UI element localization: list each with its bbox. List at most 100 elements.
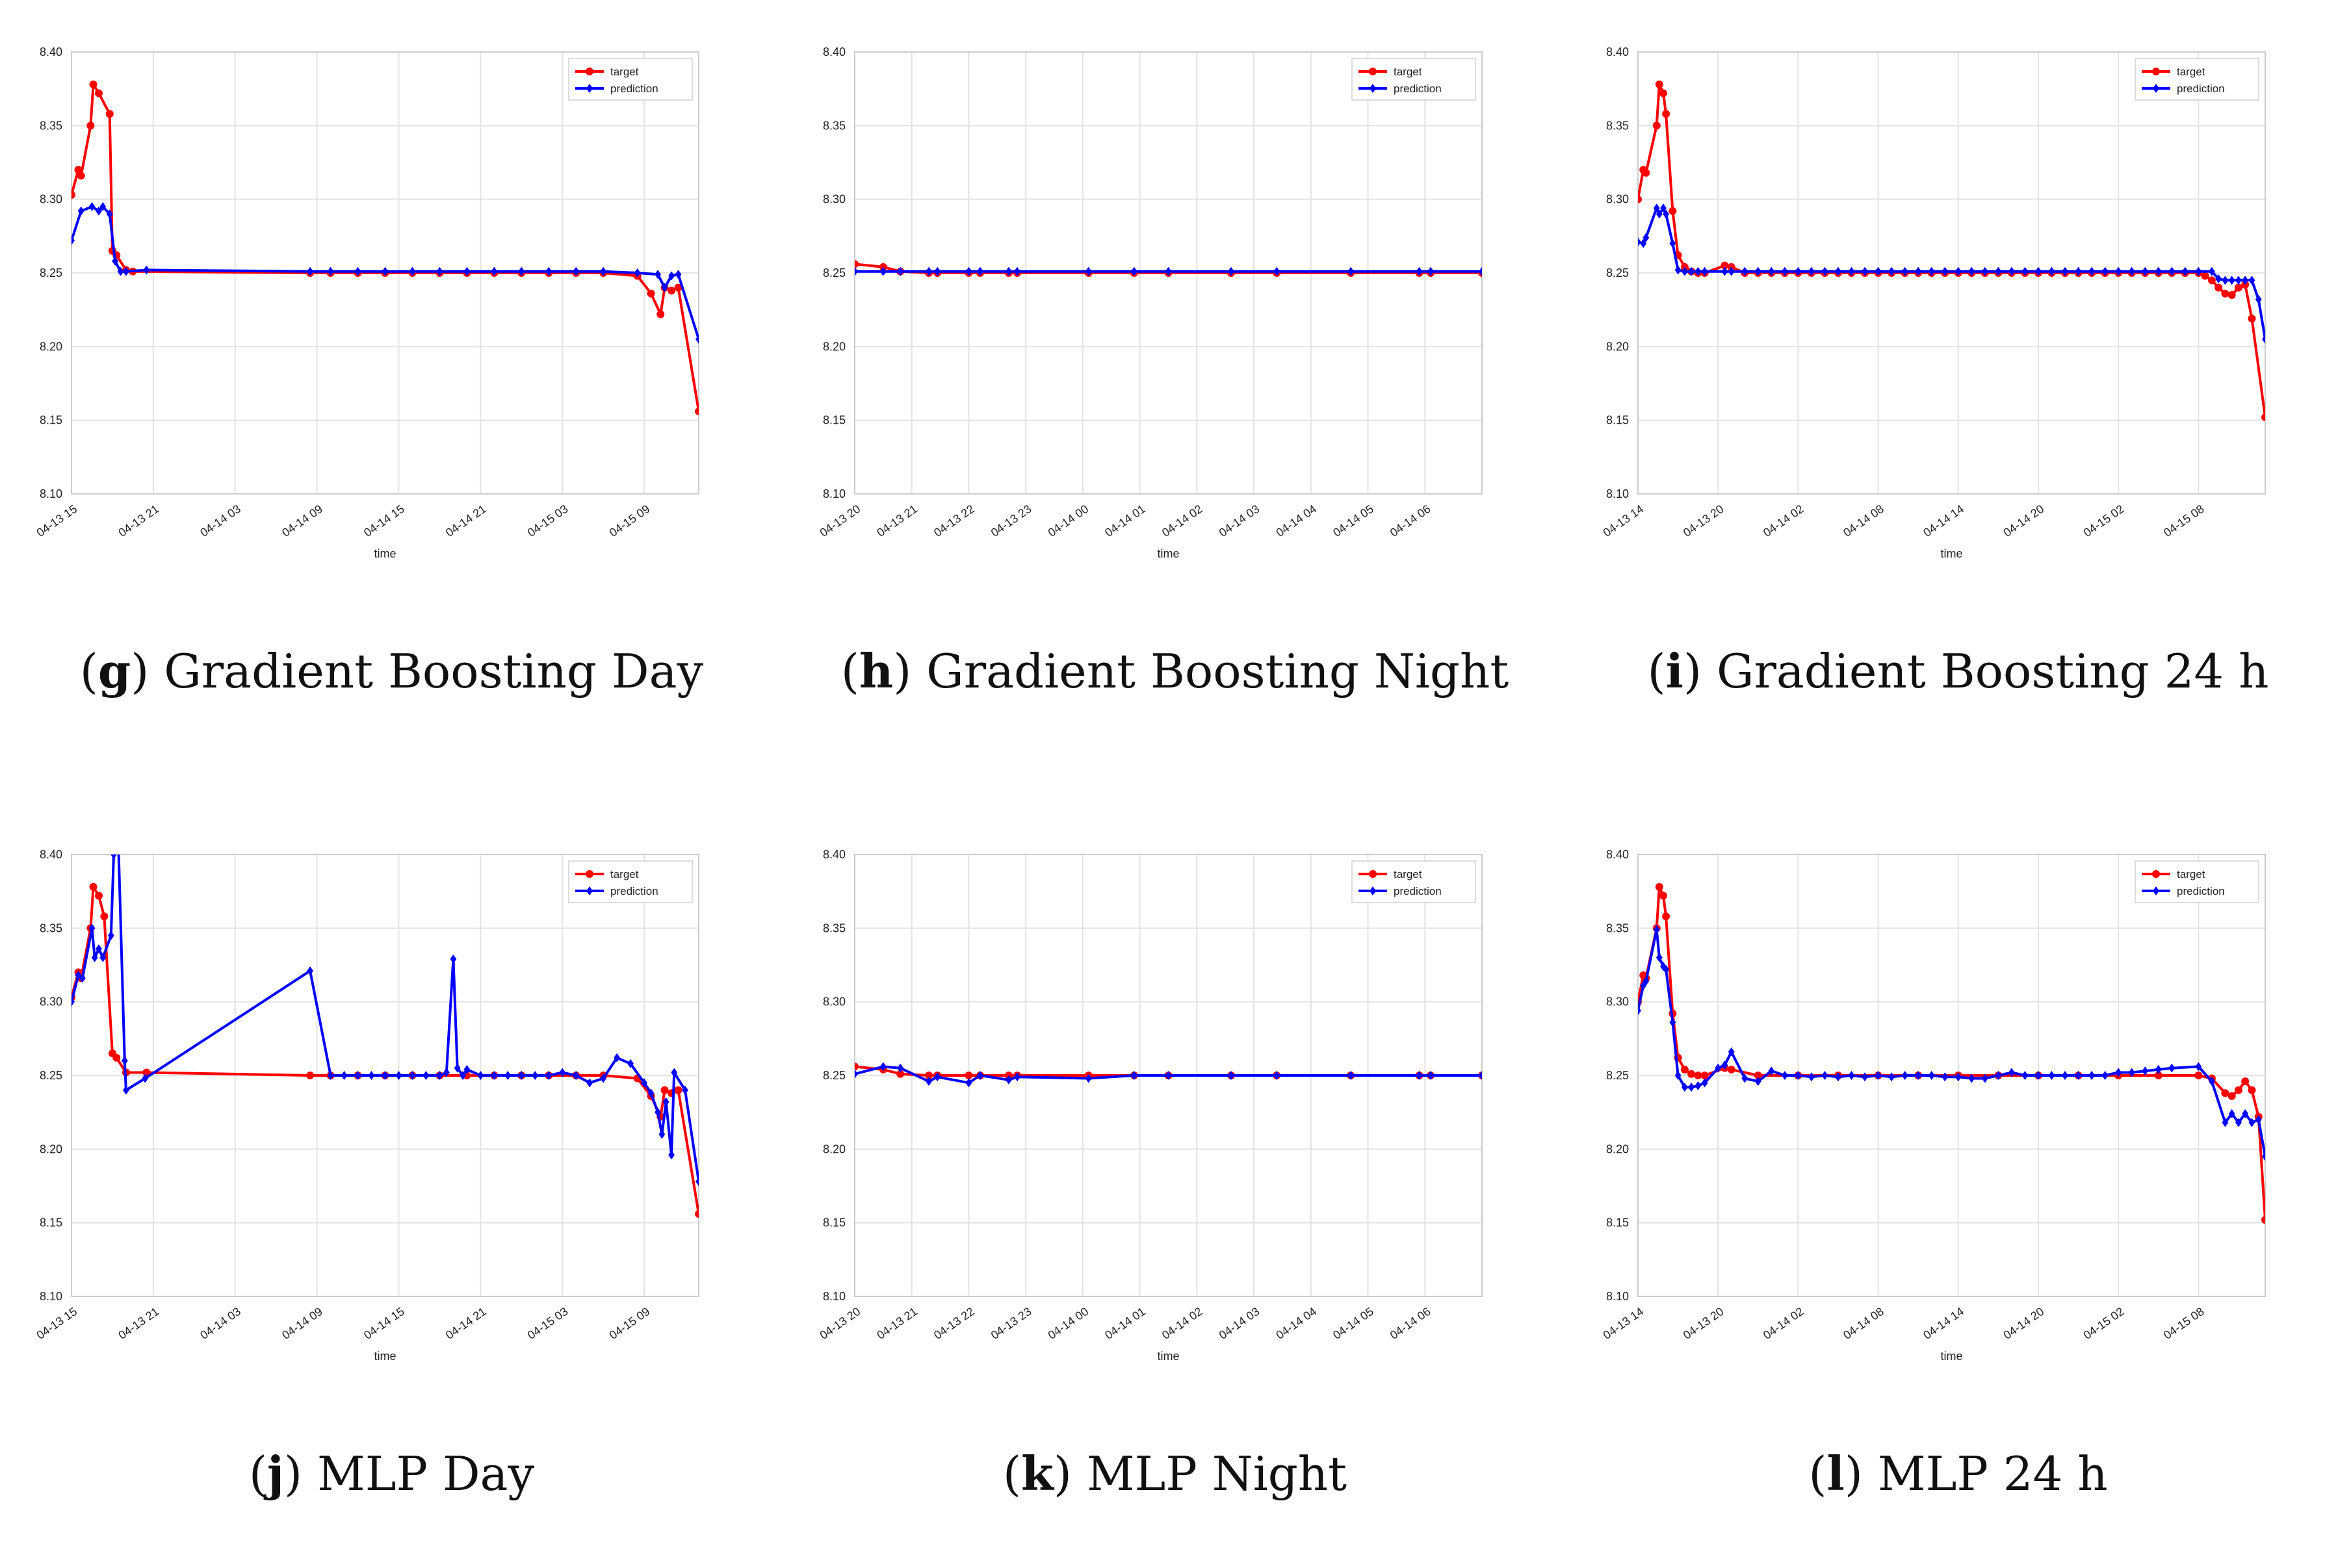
- x-tick-label: 04-13 21: [874, 1305, 920, 1342]
- data-point-prediction: [1165, 1071, 1172, 1080]
- plot-area: [855, 1062, 1482, 1088]
- x-tick-label: 04-14 06: [1388, 1305, 1433, 1342]
- data-point-prediction: [382, 1071, 389, 1080]
- data-point-target: [2221, 1089, 2229, 1098]
- y-tick-label: 8.15: [1606, 414, 1629, 427]
- data-point-prediction: [2008, 266, 2015, 276]
- x-tick-label: 04-13 21: [116, 502, 161, 539]
- data-point-prediction: [1915, 1071, 1922, 1080]
- data-point-target: [1662, 110, 1670, 118]
- y-tick-label: 8.20: [1606, 1142, 1629, 1155]
- data-point-target: [695, 407, 699, 416]
- data-point-prediction: [668, 271, 675, 281]
- data-point-target: [1662, 912, 1670, 921]
- plot-area: [1638, 80, 2265, 422]
- data-point-prediction: [655, 270, 661, 279]
- data-point-prediction: [75, 970, 82, 980]
- chart-panel-l: 8.10 8.15 8.20 8.25 8.30 8.35 8.40 04-13 14 04-1…: [1566, 803, 2350, 1568]
- x-axis-label: time: [374, 1350, 396, 1363]
- data-point-prediction: [1688, 1083, 1695, 1092]
- data-point-target: [647, 289, 655, 298]
- data-point-target: [142, 1068, 151, 1077]
- data-point-prediction: [655, 1107, 661, 1117]
- data-point-target: [1727, 1065, 1735, 1073]
- data-point-prediction: [2235, 276, 2242, 285]
- x-tick-label: 04-14 04: [1273, 502, 1319, 539]
- y-tick-label: 8.40: [1606, 848, 1629, 861]
- caption-i: (i) Gradient Boosting 24 h: [1647, 643, 2269, 699]
- data-point-prediction: [1165, 266, 1172, 276]
- x-tick-label: 04-14 09: [279, 502, 325, 539]
- series-line-prediction: [71, 205, 699, 340]
- data-point-prediction: [682, 1085, 688, 1095]
- data-point-target: [2221, 289, 2229, 298]
- data-point-prediction: [112, 256, 119, 266]
- caption-text: MLP Day: [302, 1446, 535, 1501]
- data-point-prediction: [2008, 1068, 2015, 1077]
- data-point-target: [1669, 207, 1677, 215]
- data-point-prediction: [2075, 266, 2082, 276]
- x-tick-label: 04-14 03: [1217, 1305, 1262, 1342]
- data-point-prediction: [1014, 266, 1020, 276]
- chart-panel-j: 8.10 8.15 8.20 8.25 8.30 8.35 8.40 04-13 15 04-1…: [0, 803, 783, 1568]
- data-point-prediction: [436, 266, 443, 276]
- data-point-prediction: [463, 266, 471, 276]
- data-point-prediction: [855, 266, 858, 276]
- caption-text: MLP Night: [1071, 1446, 1347, 1501]
- plot-area: [1638, 882, 2265, 1224]
- data-point-prediction: [627, 1059, 634, 1068]
- data-point-prediction: [88, 202, 96, 211]
- data-point-prediction: [1728, 266, 1735, 276]
- data-point-prediction: [1347, 266, 1355, 276]
- data-point-target: [2248, 315, 2256, 323]
- x-tick-label: 04-14 05: [1331, 502, 1376, 539]
- legend-marker-target: [586, 870, 593, 878]
- data-point-prediction: [1656, 209, 1663, 219]
- legend-marker-target: [2152, 870, 2160, 878]
- data-point-prediction: [1674, 1071, 1682, 1080]
- data-point-prediction: [641, 1078, 647, 1088]
- data-point-prediction: [1273, 266, 1280, 276]
- y-tick-label: 8.15: [823, 414, 846, 427]
- legend-label: prediction: [610, 885, 658, 897]
- data-point-prediction: [1875, 1071, 1882, 1080]
- data-point-target: [1655, 80, 1663, 88]
- data-point-prediction: [977, 266, 983, 276]
- x-tick-label: 04-14 00: [1046, 502, 1091, 539]
- legend-label: target: [1394, 66, 1422, 78]
- y-tick-label: 8.30: [40, 996, 62, 1009]
- data-point-target: [1638, 195, 1642, 203]
- y-tick-label: 8.15: [40, 1216, 62, 1229]
- data-point-target: [668, 287, 676, 295]
- x-tick-label: 04-14 00: [1046, 1305, 1091, 1342]
- data-point-prediction: [518, 266, 525, 276]
- data-point-prediction: [1695, 1081, 1702, 1090]
- data-point-prediction: [532, 1071, 539, 1080]
- data-point-prediction: [1479, 1071, 1482, 1080]
- data-point-prediction: [382, 266, 389, 276]
- data-point-prediction: [491, 1071, 498, 1080]
- data-point-prediction: [395, 1071, 402, 1080]
- data-point-prediction: [2075, 1071, 2082, 1080]
- data-point-prediction: [1901, 1071, 1908, 1080]
- data-point-prediction: [307, 966, 314, 976]
- caption-letter: l: [1826, 1446, 1845, 1501]
- caption-letter: g: [97, 643, 131, 699]
- chart-g: 8.10 8.15 8.20 8.25 8.30 8.35 8.40 04-13 15 04-1…: [34, 45, 699, 560]
- y-tick-label: 8.25: [823, 1069, 846, 1082]
- data-point-prediction: [1915, 266, 1922, 276]
- y-tick-label: 8.40: [823, 45, 846, 58]
- x-tick-label: 04-14 21: [443, 502, 489, 539]
- x-tick-label: 04-13 15: [34, 502, 80, 539]
- series-line-prediction: [1638, 928, 2265, 1157]
- legend-box: [568, 860, 693, 903]
- data-point-prediction: [1808, 1072, 1815, 1082]
- data-point-prediction: [600, 1073, 607, 1083]
- data-point-prediction: [1656, 953, 1663, 962]
- x-axis-label: time: [374, 547, 396, 560]
- data-point-prediction: [1273, 1071, 1280, 1080]
- data-point-prediction: [1674, 265, 1682, 275]
- x-axis-label: time: [1940, 1350, 1962, 1363]
- caption-letter: h: [859, 643, 894, 699]
- data-point-target: [112, 1053, 121, 1062]
